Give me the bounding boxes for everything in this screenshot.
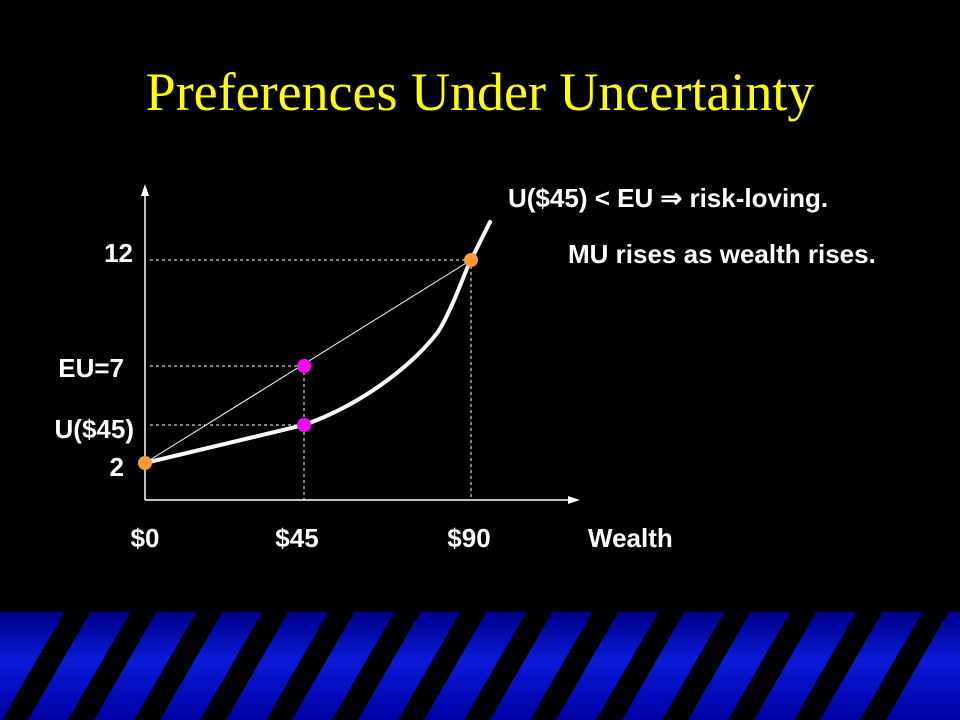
y-axis-arrow — [141, 184, 149, 196]
x-label-90: $90 — [447, 523, 490, 553]
y-label-u45: U($45) — [55, 414, 134, 444]
y-label-12: 12 — [104, 238, 133, 268]
y-label-2: 2 — [110, 452, 124, 482]
y-label-eu: EU=7 — [58, 353, 124, 383]
point-u45 — [297, 418, 311, 432]
x-label-45: $45 — [275, 523, 318, 553]
footer-stripe-band — [0, 612, 960, 720]
point-zero — [138, 456, 152, 470]
marginal-utility-note: MU rises as wealth rises. — [568, 239, 876, 269]
x-axis-arrow — [568, 496, 580, 504]
utility-diagram: 12 EU=7 U($45) 2 $0 $45 $90 Wealth — [55, 184, 673, 553]
point-eu — [297, 359, 311, 373]
point-ninety — [464, 253, 478, 267]
risk-loving-note: U($45) < EU ⇒ risk-loving. — [508, 183, 829, 213]
slide-title: Preferences Under Uncertainty — [145, 62, 815, 122]
x-label-0: $0 — [131, 523, 160, 553]
x-axis-title: Wealth — [588, 523, 673, 553]
utility-curve — [143, 220, 492, 465]
